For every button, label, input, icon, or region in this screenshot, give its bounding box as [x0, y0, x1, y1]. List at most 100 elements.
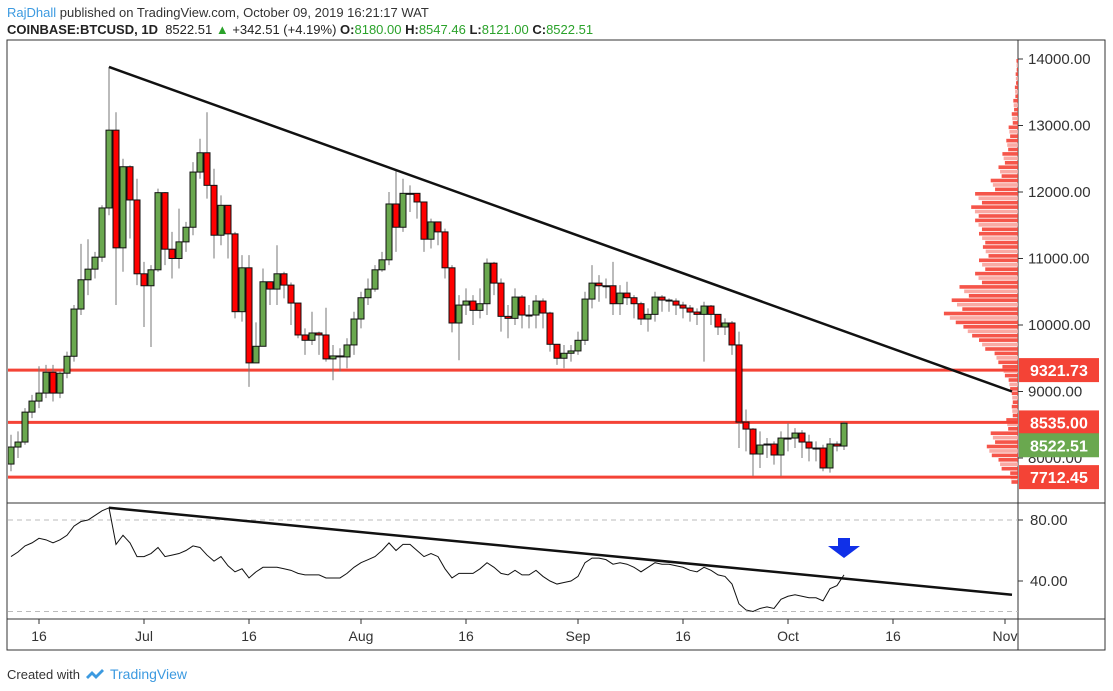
volume-profile-bar: [972, 333, 1018, 338]
level-price-tag: [1019, 358, 1099, 383]
volume-profile-bar: [1014, 85, 1018, 90]
candle-up: [182, 226, 190, 243]
volume-profile-bar: [979, 338, 1018, 342]
candle-down: [665, 299, 673, 302]
candle-up: [70, 308, 78, 357]
close-value: 8522.51: [546, 22, 594, 37]
time-tick-label: Nov: [993, 628, 1018, 644]
volume-profile-bar: [1001, 466, 1018, 471]
candle-down: [623, 292, 631, 299]
candle-up: [8, 446, 15, 465]
tradingview-brand[interactable]: TradingView: [109, 666, 188, 682]
volume-profile-bar: [1004, 373, 1018, 378]
candle-down: [630, 297, 638, 305]
volume-profile-bar: [1006, 418, 1018, 422]
candle-up: [777, 437, 785, 456]
candle-down: [49, 371, 57, 394]
volume-profile-bar: [985, 267, 1018, 271]
candle-up: [406, 192, 414, 195]
volume-profile-bar: [1011, 404, 1018, 409]
volume-profile-bar: [963, 325, 1018, 329]
level-price-label: 9321.73: [1030, 363, 1088, 380]
candle-down: [448, 267, 456, 324]
volume-profile-bar: [995, 187, 1018, 192]
volume-profile-bar: [1015, 90, 1018, 94]
volume-profile-bar: [985, 347, 1018, 351]
candle-up: [840, 422, 848, 447]
volume-profile-bar: [949, 316, 1018, 320]
candle-up: [574, 339, 582, 352]
volume-profile-bar: [978, 196, 1018, 201]
candle-down: [224, 204, 232, 235]
time-tick-label: Aug: [349, 628, 374, 644]
candle-down: [168, 248, 176, 260]
volume-profile-bar: [974, 209, 1018, 214]
candle-down: [112, 129, 120, 249]
candle-up: [217, 204, 225, 236]
candle-up: [273, 273, 281, 290]
candle-up: [357, 297, 365, 320]
volume-profile-bar: [998, 458, 1018, 462]
candle-up: [791, 432, 799, 439]
volume-profile-bar: [1015, 72, 1018, 76]
candle-up: [98, 207, 106, 258]
published-text: published on TradingView.com, October 09…: [59, 5, 429, 20]
publish-info: RajDhall published on TradingView.com, O…: [7, 5, 429, 20]
volume-profile-bar: [985, 249, 1018, 254]
volume-profile-bar: [988, 254, 1018, 258]
volume-profile-bar: [955, 320, 1018, 325]
candle-up: [91, 256, 99, 270]
candle-up: [567, 350, 575, 354]
oscillator-tick-label: 80.00: [1030, 512, 1068, 529]
candle-down: [798, 432, 806, 443]
last-price: 8522.51: [165, 22, 213, 37]
candle-up: [826, 443, 834, 469]
volume-profile-bar: [1014, 107, 1018, 112]
candle-down: [294, 302, 302, 336]
open-value: 8180.00: [354, 22, 402, 37]
volume-profile-bar: [992, 435, 1018, 440]
candle-up: [147, 269, 155, 287]
price-tick-label: 11000.00: [1028, 251, 1089, 268]
volume-profile-bar: [971, 205, 1018, 209]
candle-down: [413, 192, 421, 203]
candle-down: [735, 344, 743, 423]
candle-up: [525, 314, 533, 317]
volume-profile-bar: [1009, 382, 1018, 387]
candle-down: [637, 303, 645, 320]
author-link[interactable]: RajDhall: [7, 5, 57, 20]
candle-up: [483, 262, 491, 305]
candle-up: [651, 296, 659, 315]
candle-down: [518, 296, 526, 316]
candle-up: [343, 344, 351, 358]
price-tick-label: 10000.00: [1028, 317, 1091, 334]
last-price-label: 8522.51: [1030, 438, 1088, 455]
level-price-label: 7712.45: [1030, 470, 1088, 487]
volume-profile-bar: [964, 289, 1018, 294]
candle-up: [56, 372, 64, 394]
candle-down: [420, 201, 428, 240]
candle-up: [427, 221, 435, 240]
candle-down: [315, 332, 323, 336]
volume-profile-bar: [1013, 98, 1018, 103]
time-tick-label: Jul: [135, 628, 153, 644]
volume-profile-bar: [1010, 471, 1018, 475]
candle-up: [350, 318, 358, 346]
time-tick-label: 16: [241, 628, 257, 644]
candle-down: [833, 443, 841, 447]
volume-profile-bar: [962, 307, 1018, 311]
volume-profile-bar: [1010, 134, 1018, 138]
volume-profile-bar: [1006, 138, 1018, 143]
level-price-label: 8535.00: [1030, 415, 1088, 432]
candle-up: [14, 441, 22, 448]
candle-down: [686, 307, 694, 313]
candle-down: [609, 285, 617, 305]
level-price-tag: [1019, 410, 1099, 435]
volume-profile-bar: [1002, 364, 1018, 369]
candle-up: [371, 269, 379, 290]
candle-up: [42, 371, 50, 394]
volume-profile-bar: [1012, 121, 1018, 125]
candle-up: [581, 298, 589, 341]
candle-up: [238, 267, 246, 313]
